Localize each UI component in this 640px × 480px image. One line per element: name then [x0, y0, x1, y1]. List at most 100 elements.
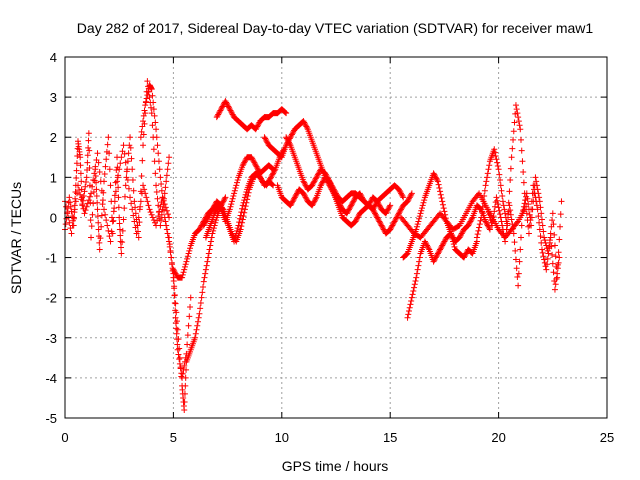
data-point-interp: [220, 197, 227, 204]
data-point-interp: [156, 208, 163, 215]
data-point-interp: [513, 106, 520, 113]
data-point-interp: [301, 179, 308, 186]
data-point-interp: [309, 181, 316, 188]
data-point-interp: [499, 222, 506, 229]
data-point: [228, 230, 235, 237]
y-tick-label: 2: [50, 130, 57, 145]
data-point-interp: [204, 215, 211, 222]
data-point: [300, 190, 307, 197]
data-point-interp: [193, 326, 200, 333]
data-point-interp: [485, 223, 492, 230]
data-point-interp: [515, 118, 522, 125]
data-point-interp: [269, 181, 276, 188]
data-point-interp: [514, 219, 521, 226]
data-point-interp: [109, 218, 116, 225]
data-point: [205, 214, 212, 221]
data-point-interp: [433, 175, 440, 182]
data-point-interp: [137, 198, 144, 205]
data-point-interp: [165, 160, 172, 167]
data-point-interp: [434, 177, 441, 184]
data-point-interp: [325, 175, 332, 182]
data-point-interp: [422, 239, 429, 246]
data-point: [261, 134, 268, 141]
data-point: [105, 134, 112, 141]
data-point-interp: [241, 209, 248, 216]
data-point-interp: [157, 203, 164, 210]
data-point-interp: [468, 249, 475, 256]
data-point-interp: [390, 221, 397, 228]
data-point-interp: [555, 249, 562, 256]
data-point-interp: [101, 170, 108, 177]
data-point-interp: [330, 185, 337, 192]
data-point-interp: [543, 242, 550, 249]
data-point-interp: [231, 187, 238, 194]
data-point-interp: [85, 144, 92, 151]
data-point-interp: [269, 171, 276, 178]
data-point-interp: [254, 123, 261, 130]
data-point-interp: [270, 168, 277, 175]
data-point-interp: [121, 150, 128, 157]
data-point-interp: [262, 135, 269, 142]
data-point-interp: [67, 199, 74, 206]
data-point-interp: [504, 214, 511, 221]
data-point-interp: [112, 188, 119, 195]
data-point-interp: [108, 228, 115, 235]
data-point-interp: [65, 199, 72, 206]
data-point-interp: [215, 110, 222, 117]
data-point-interp: [353, 217, 360, 224]
data-point: [497, 214, 504, 221]
data-point: [382, 210, 389, 217]
data-point-interp: [90, 200, 97, 207]
series-A: [62, 78, 173, 257]
data-point-interp: [217, 205, 224, 212]
data-point: [153, 182, 160, 189]
data-point-interp: [69, 222, 76, 229]
data-point-interp: [130, 187, 137, 194]
data-point-interp: [508, 216, 515, 223]
data-point-interp: [141, 107, 148, 114]
data-point-interp: [155, 158, 162, 165]
data-point-interp: [233, 179, 240, 186]
data-point-interp: [139, 157, 146, 164]
data-point-interp: [185, 322, 192, 329]
data-point-interp: [269, 165, 276, 172]
data-point-interp: [437, 246, 444, 253]
data-point-interp: [90, 177, 97, 184]
data-point-interp: [394, 213, 401, 220]
data-point-interp: [125, 185, 132, 192]
data-point-interp: [462, 251, 469, 258]
data-point-interp: [535, 190, 542, 197]
data-point-interp: [405, 195, 412, 202]
series-L: [400, 170, 480, 261]
data-point-interp: [510, 136, 517, 143]
data-point: [88, 190, 95, 197]
data-point-interp: [171, 300, 178, 307]
y-tick-label: -3: [45, 331, 57, 346]
data-point-interp: [533, 182, 540, 189]
data-point-interp: [348, 201, 355, 208]
data-point-interp: [124, 177, 131, 184]
data-point: [66, 194, 73, 201]
data-point: [430, 170, 437, 177]
data-point: [222, 98, 229, 105]
data-point-interp: [507, 211, 514, 218]
data-point-interp: [130, 212, 137, 219]
data-point: [489, 222, 496, 229]
data-point-interp: [415, 262, 422, 269]
data-point-interp: [149, 214, 156, 221]
data-point-interp: [239, 216, 246, 223]
data-point-interp: [398, 191, 405, 198]
data-point-interp: [502, 232, 509, 239]
data-point-interp: [123, 174, 130, 181]
data-point-interp: [197, 225, 204, 232]
data-point-interp: [398, 205, 405, 212]
data-point-interp: [496, 171, 503, 178]
data-point-interp: [156, 166, 163, 173]
data-point-interp: [263, 138, 270, 145]
data-point-interp: [199, 289, 206, 296]
data-point-interp: [77, 170, 84, 177]
x-tick-label: 5: [170, 430, 177, 445]
chart-title: Day 282 of 2017, Sidereal Day-to-day VTE…: [77, 20, 594, 36]
data-point: [94, 150, 101, 157]
data-point-interp: [154, 217, 161, 224]
